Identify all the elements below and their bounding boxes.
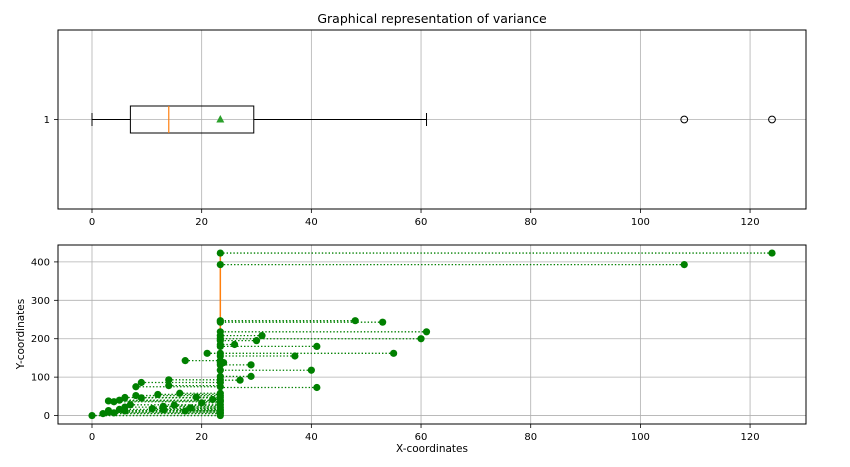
data-point xyxy=(110,398,118,406)
x-tick-label: 100 xyxy=(631,217,650,228)
x-tick-label: 80 xyxy=(524,432,537,443)
scatter-panel: 0 20 40 60 80 100 120 0 100 200 300 400 X-coordina… xyxy=(15,244,807,455)
mean-point xyxy=(216,317,224,325)
y-tick-label: 200 xyxy=(31,334,50,345)
data-point xyxy=(154,390,162,399)
x-tick-label: 40 xyxy=(305,432,318,443)
data-point xyxy=(126,401,134,409)
mean-point xyxy=(216,260,224,269)
data-point xyxy=(313,383,321,392)
scatter-y-ticks: 0 100 200 300 400 xyxy=(31,257,58,422)
scatter-connector-lines xyxy=(92,252,772,417)
data-point xyxy=(422,328,431,336)
mean-point xyxy=(216,249,224,257)
x-tick-label: 60 xyxy=(415,432,428,443)
data-point xyxy=(203,349,211,357)
box-plot-panel: 0 20 40 60 80 100 120 1 xyxy=(44,29,807,228)
data-point xyxy=(313,342,321,351)
x-tick-label: 120 xyxy=(741,432,760,443)
mean-marker xyxy=(216,115,225,123)
data-point xyxy=(115,396,124,404)
outlier-point xyxy=(680,115,689,124)
x-tick-label: 100 xyxy=(631,432,650,443)
data-point xyxy=(132,391,140,400)
x-tick-label: 40 xyxy=(305,217,318,228)
box-plot xyxy=(91,105,776,134)
x-tick-label: 80 xyxy=(524,217,537,228)
data-point xyxy=(680,260,688,269)
y-tick-label: 300 xyxy=(31,296,50,307)
data-point xyxy=(192,393,200,401)
data-point xyxy=(170,401,178,409)
mean-point xyxy=(216,349,224,357)
data-point xyxy=(187,404,195,412)
chart-title: Graphical representation of variance xyxy=(317,11,547,26)
data-point xyxy=(137,394,145,402)
mean-point xyxy=(216,328,224,336)
data-point xyxy=(390,349,398,357)
data-point xyxy=(768,249,776,257)
box-plot-grid xyxy=(58,30,806,209)
data-point xyxy=(104,397,113,405)
scatter-grid xyxy=(58,245,806,424)
box-plot-x-ticks: 0 20 40 60 80 100 120 xyxy=(89,209,760,228)
x-tick-label: 120 xyxy=(741,217,760,228)
y-tick-label: 0 xyxy=(44,411,50,422)
data-point xyxy=(247,361,255,369)
mean-point xyxy=(216,372,224,380)
data-point xyxy=(379,318,387,326)
data-point xyxy=(181,357,189,365)
data-point xyxy=(181,407,189,415)
data-point xyxy=(121,393,129,402)
scatter-frame xyxy=(57,244,807,425)
data-point xyxy=(104,406,113,415)
data-point xyxy=(137,378,145,387)
data-point xyxy=(417,335,425,343)
data-point xyxy=(148,405,156,413)
x-tick-label: 20 xyxy=(195,432,208,443)
y-tick-label: 1 xyxy=(44,115,50,126)
data-point xyxy=(121,403,129,411)
scatter-points xyxy=(88,249,776,420)
mean-points xyxy=(216,249,224,420)
data-point xyxy=(230,340,239,349)
data-point xyxy=(132,383,140,391)
data-point xyxy=(236,376,244,384)
data-point xyxy=(307,366,315,374)
data-point xyxy=(159,406,167,414)
y-tick-label: 100 xyxy=(31,373,50,384)
data-point xyxy=(198,399,206,407)
data-point xyxy=(247,372,255,380)
box-iqr xyxy=(129,105,255,134)
data-point xyxy=(351,317,359,325)
data-point xyxy=(99,410,107,418)
x-tick-label: 20 xyxy=(195,217,208,228)
data-point xyxy=(165,376,173,384)
data-point xyxy=(88,411,96,420)
data-point xyxy=(176,389,184,397)
data-point xyxy=(258,332,266,340)
data-point xyxy=(110,409,118,417)
y-axis-title: Y-coordinates xyxy=(15,299,27,370)
x-tick-label: 0 xyxy=(89,217,95,228)
y-tick-label: 400 xyxy=(31,257,50,268)
data-point xyxy=(165,381,173,390)
data-point xyxy=(209,395,217,404)
x-tick-label: 60 xyxy=(415,217,428,228)
data-point xyxy=(291,352,299,360)
mean-point xyxy=(216,389,224,397)
mean-point xyxy=(216,366,224,374)
data-point xyxy=(252,337,261,345)
outlier-point xyxy=(768,115,776,124)
data-point xyxy=(115,405,124,414)
x-tick-label: 0 xyxy=(89,432,95,443)
box-plot-y-ticks: 1 xyxy=(44,115,58,126)
scatter-x-ticks: 0 20 40 60 80 100 120 xyxy=(89,424,760,443)
x-axis-title: X-coordinates xyxy=(396,443,468,455)
